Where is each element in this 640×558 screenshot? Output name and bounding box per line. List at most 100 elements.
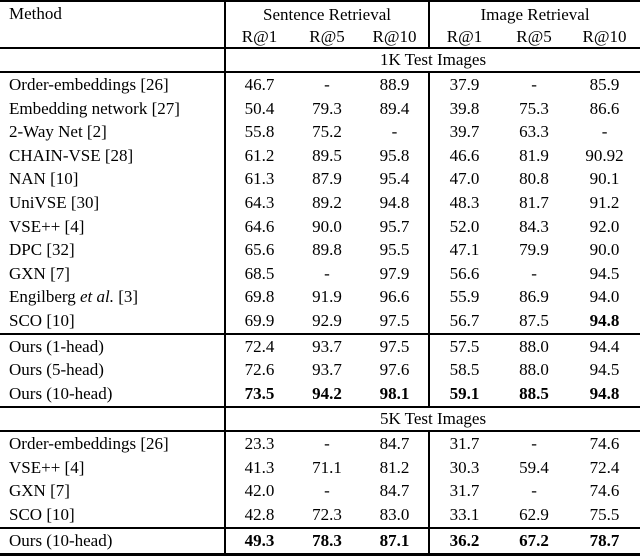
value-cell: -	[324, 433, 330, 453]
value-cell: -	[324, 481, 330, 501]
method-cell: Engilberg et al. [3]	[0, 285, 226, 310]
table-row: DPC [32] 65.6 89.8 95.5 47.1 79.9 90.0	[0, 238, 640, 262]
table-row: SCO [10] 42.8 72.3 83.0 33.1 62.9 75.5	[0, 503, 640, 528]
method-cell: Order-embeddings [26]	[0, 72, 226, 97]
value-cell: 86.6	[589, 98, 620, 118]
table-row: Order-embeddings [26] 23.3 - 84.7 31.7 - 74.6	[0, 431, 640, 456]
value-cell: 90.92	[585, 145, 624, 165]
table-row: Ours (5-head) 72.6 93.7 97.6 58.5 88.0 94.5	[0, 358, 640, 383]
value-cell: -	[601, 122, 608, 142]
value-cell: 47.1	[449, 240, 480, 260]
table-row: CHAIN-VSE [28] 61.2 89.5 95.8 46.6 81.9 90.92	[0, 143, 640, 168]
method-cell: Ours (10-head)	[0, 526, 226, 555]
value-cell: 94.2	[312, 384, 342, 404]
value-cell: 95.5	[361, 238, 431, 262]
method-cell: 2-Way Net [2]	[0, 120, 226, 144]
value-cell: 83.0	[361, 503, 431, 528]
method-cell: SCO [10]	[0, 309, 226, 334]
value-cell: 72.6	[244, 360, 275, 380]
col-group-image-retrieval: Image Retrieval	[480, 4, 590, 24]
value-cell: 79.9	[519, 240, 549, 260]
value-cell: 74.6	[589, 433, 620, 453]
value-cell: 93.7	[293, 332, 361, 359]
col-header-sentence-r10: R@10	[361, 27, 431, 49]
value-cell: 61.2	[244, 145, 275, 165]
method-cell: Order-embeddings [26]	[0, 431, 226, 456]
value-cell: 75.2	[312, 122, 342, 142]
value-cell: 81.2	[361, 455, 431, 480]
table-row: Embedding network [27] 50.4 79.3 89.4 39.8 75…	[0, 96, 640, 121]
method-cell: GXN [7]	[0, 479, 226, 504]
value-cell: 80.8	[519, 169, 549, 189]
value-cell: 61.3	[244, 169, 275, 189]
value-cell: 89.4	[361, 96, 431, 121]
method-cell: Ours (5-head)	[0, 358, 226, 383]
results-table-body: 1K Test Images Order-embeddings [26] 46.7-…	[0, 47, 640, 555]
method-cell: VSE++ [4]	[0, 455, 226, 480]
value-cell: 92.9	[312, 311, 342, 331]
value-cell: 65.6	[244, 240, 275, 260]
value-cell: 72.3	[312, 504, 342, 524]
table-row: GXN [7] 68.5 - 97.9 56.6 - 94.5	[0, 261, 640, 286]
value-cell: 41.3	[244, 457, 275, 477]
value-cell: 89.5	[312, 145, 342, 165]
col-header-image-r5: R@5	[499, 27, 570, 49]
value-cell: 39.8	[449, 98, 480, 118]
value-cell: 78.7	[569, 526, 640, 555]
value-cell: 92.0	[589, 216, 620, 236]
value-cell: 84.7	[361, 431, 431, 456]
value-cell: 85.9	[589, 74, 620, 94]
method-cell: Embedding network [27]	[0, 96, 226, 121]
table-row: Engilberg et al. [3] 69.8 91.9 96.6 55.9 86.9…	[0, 285, 640, 310]
value-cell: 42.8	[244, 504, 275, 524]
value-cell: -	[361, 120, 431, 144]
value-cell: -	[531, 433, 537, 453]
value-cell: 97.6	[361, 358, 431, 383]
value-cell: 59.1	[449, 384, 480, 404]
value-cell: 95.7	[361, 214, 431, 239]
method-cell: SCO [10]	[0, 503, 226, 528]
value-cell: 46.6	[449, 145, 480, 165]
table-row: Ours (10-head) 49.3 78.3 87.1 36.2 67.2 78.7	[0, 526, 640, 555]
method-cell: NAN [10]	[0, 167, 226, 192]
value-cell: 52.0	[449, 216, 480, 236]
section-band-row: 1K Test Images	[0, 47, 640, 73]
value-cell: 90.1	[589, 169, 620, 189]
method-cell: UniVSE [30]	[0, 191, 226, 215]
value-cell: 59.4	[519, 457, 549, 477]
value-cell: 81.9	[519, 145, 549, 165]
table-row: VSE++ [4] 41.3 71.1 81.2 30.3 59.4 72.4	[0, 455, 640, 480]
value-cell: -	[324, 74, 330, 94]
col-header-image-r1: R@1	[429, 27, 500, 49]
header-row-metrics: R@1 R@5 R@10 R@1 R@5 R@10	[0, 27, 640, 49]
col-header-image-r10: R@10	[569, 27, 640, 49]
value-cell: 78.3	[293, 526, 361, 555]
value-cell: 91.2	[589, 192, 620, 212]
value-cell: 88.5	[519, 384, 549, 404]
value-cell: 48.3	[449, 192, 480, 212]
method-cell: GXN [7]	[0, 261, 226, 286]
value-cell: 94.4	[569, 332, 640, 359]
value-cell: -	[531, 263, 537, 283]
value-cell: 37.9	[449, 74, 480, 94]
method-cell: CHAIN-VSE [28]	[0, 143, 226, 168]
value-cell: 93.7	[312, 360, 342, 380]
value-cell: 55.8	[244, 122, 275, 142]
value-cell: 71.1	[312, 457, 342, 477]
value-cell: 86.9	[519, 287, 549, 307]
value-cell: 95.4	[361, 167, 431, 192]
value-cell: 63.3	[519, 122, 549, 142]
table-row: 2-Way Net [2] 55.8 75.2-39.7 63.3-	[0, 120, 640, 144]
col-group-sentence-retrieval: Sentence Retrieval	[225, 1, 431, 27]
table-row: UniVSE [30] 64.3 89.2 94.8 48.3 81.7 91.2	[0, 191, 640, 215]
value-cell: 69.8	[244, 287, 275, 307]
value-cell: 84.3	[519, 216, 549, 236]
section-band-empty-cell	[0, 47, 226, 73]
value-cell: 94.5	[589, 263, 620, 283]
value-cell: 94.5	[589, 360, 620, 380]
value-cell: 31.7	[449, 481, 480, 501]
table-row: Ours (10-head) 73.5 94.2 98.1 59.1 88.5 94.8	[0, 382, 640, 408]
value-cell: 69.9	[244, 311, 275, 331]
value-cell: -	[531, 481, 537, 501]
value-cell: 96.6	[361, 285, 431, 310]
